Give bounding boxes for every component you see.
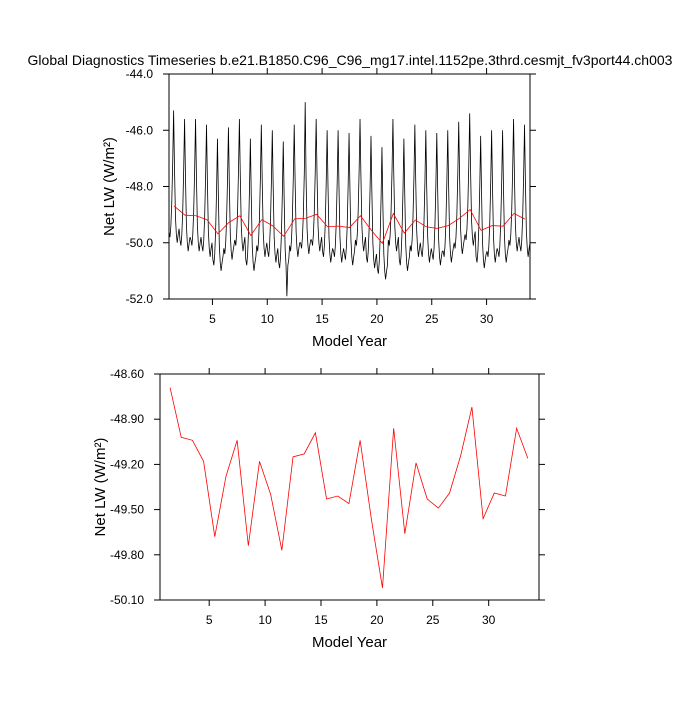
x-tick-label: 20 — [370, 312, 384, 326]
y-tick-label: -46.0 — [126, 123, 154, 137]
y-tick-label: -44.0 — [126, 67, 154, 81]
x-tick-label: 10 — [261, 312, 275, 326]
x-tick-label: 15 — [314, 613, 328, 627]
x-axis-label: Model Year — [312, 333, 387, 350]
y-tick-label: -48.0 — [126, 180, 154, 194]
x-tick-label: 15 — [315, 312, 329, 326]
x-tick-label: 30 — [482, 613, 496, 627]
data-line — [169, 387, 529, 589]
y-tick-label: -49.50 — [110, 503, 144, 517]
x-tick-label: 5 — [206, 613, 213, 627]
x-tick-label: 5 — [209, 312, 216, 326]
x-axis-label: Model Year — [312, 634, 387, 651]
x-tick-label: 25 — [425, 312, 439, 326]
y-tick-label: -50.0 — [126, 236, 154, 250]
data-line — [168, 102, 531, 297]
y-tick-label: -48.60 — [110, 367, 144, 381]
x-tick-label: 20 — [370, 613, 384, 627]
y-axis-label: Net LW (W/m²) — [92, 438, 109, 537]
plot-frame — [159, 373, 540, 601]
y-tick-label: -52.0 — [126, 292, 154, 306]
chart-title: Global Diagnostics Timeseries b.e21.B185… — [28, 52, 673, 68]
data-line — [173, 205, 526, 245]
x-tick-label: 25 — [426, 613, 440, 627]
y-axis-label: Net LW (W/m²) — [101, 137, 118, 236]
y-tick-label: -49.20 — [110, 457, 144, 471]
x-tick-label: 30 — [480, 312, 494, 326]
x-tick-label: 10 — [258, 613, 272, 627]
y-tick-label: -48.90 — [110, 412, 144, 426]
y-tick-label: -49.80 — [110, 548, 144, 562]
y-tick-label: -50.10 — [110, 593, 144, 607]
